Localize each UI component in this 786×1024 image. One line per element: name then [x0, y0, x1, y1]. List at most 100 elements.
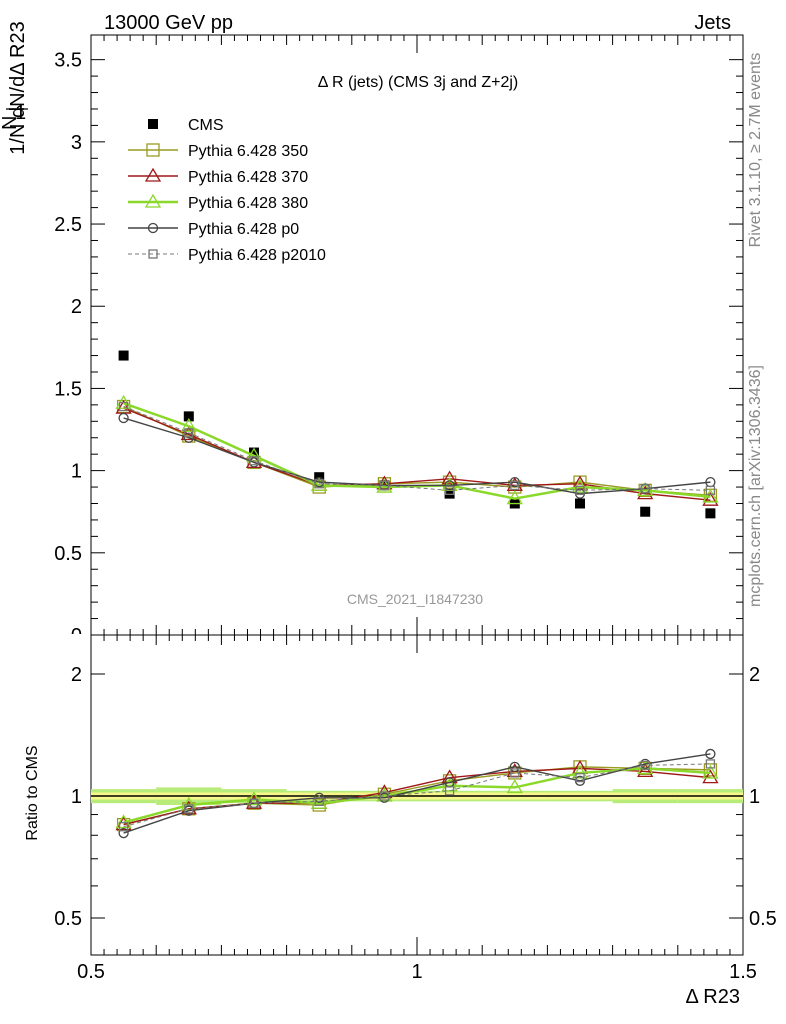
legend: CMS Pythia 6.428 350 Pythia 6.428 370 Pythi…: [128, 117, 326, 264]
legend-marker-p370: [144, 167, 162, 182]
legend-label-p0: Pythia 6.428 p0: [188, 221, 299, 238]
point-p380: [506, 490, 523, 505]
legend-label-p380: Pythia 6.428 380: [188, 195, 308, 212]
point-p2010: [444, 485, 455, 495]
ratio-panel: 0.5 0.5 1 1 2 2 Ratio to CMS: [24, 634, 777, 956]
point-cms: [118, 350, 129, 361]
main-y-tick-label: 2: [71, 296, 82, 318]
ratio-point-p0: [509, 761, 520, 773]
line-p0: [123, 417, 711, 495]
ratio-point-p2010: [705, 759, 716, 769]
main-panel: 0.5 1 1.5 2 2.5 3 3.5 0 1 N 1/N dN/dΔ R23 Δ R (…: [0, 21, 744, 647]
legend-item-p350: Pythia 6.428 350: [128, 143, 308, 160]
x-tick-label: 1.5: [729, 961, 757, 983]
ratio-point-p2010: [118, 822, 129, 832]
ratio-point-p2010: [249, 798, 259, 808]
ratio-line-p2010: [123, 763, 711, 828]
point-p0: [118, 412, 129, 424]
point-cms: [444, 488, 455, 499]
legend-item-p370: Pythia 6.428 370: [128, 167, 308, 186]
ratio-point-p2010: [379, 791, 390, 801]
x-tick-label: 0.5: [77, 961, 105, 983]
point-cms: [249, 447, 259, 458]
line-p2010: [123, 406, 711, 491]
main-y-tick-label: 3: [71, 132, 82, 154]
point-p2010: [379, 480, 390, 491]
ratio-y-axis: 0.5 0.5 1 1 2 2: [54, 664, 777, 930]
main-y-tick-label-zero: 0: [71, 625, 82, 647]
line-p380: [123, 402, 711, 500]
ratio-point-p370: [702, 769, 719, 784]
ratio-line-p380: [123, 767, 711, 824]
legend-item-p0: Pythia 6.428 p0: [128, 221, 299, 238]
main-y-tick-label: 2.5: [54, 214, 82, 236]
point-cms: [640, 506, 651, 517]
ylabel-text: 1/N dN/dΔ R23: [7, 21, 29, 154]
main-series: [115, 350, 719, 519]
legend-label-p2010: Pythia 6.428 p2010: [188, 247, 326, 264]
ratio-point-p2010: [184, 804, 194, 814]
legend-marker-p350: [146, 143, 160, 157]
point-p2010: [314, 479, 324, 489]
point-p0: [444, 480, 455, 491]
point-p2010: [640, 484, 650, 494]
legend-marker-p2010: [148, 249, 158, 259]
x-axis: 0.5 1 1.5: [77, 35, 757, 983]
ratio-y-tick-label-left: 0.5: [54, 908, 82, 930]
legend-label-cms: CMS: [188, 117, 224, 134]
ratio-point-p380: [702, 764, 719, 779]
legend-marker-p380: [144, 193, 162, 208]
main-y-tick-label: 1.5: [54, 378, 82, 400]
main-y-tick-label: 1: [71, 461, 82, 483]
series-p0: [118, 412, 716, 499]
point-p2010: [184, 428, 194, 438]
main-y-axis: 0.5 1 1.5 2 2.5 3 3.5 0: [54, 50, 743, 647]
point-p2010: [575, 485, 585, 495]
line-p350: [123, 405, 711, 496]
point-p2010: [249, 456, 259, 466]
legend-marker-cms: [148, 119, 158, 129]
point-p2010: [118, 401, 129, 412]
main-y-tick-label: 3.5: [54, 50, 82, 72]
ratio-ylabel: Ratio to CMS: [24, 745, 41, 840]
ratio-point-p350: [312, 798, 326, 812]
ratio-line-p0: [123, 753, 711, 834]
main-ylabel: 1 N 1/N dN/dΔ R23: [0, 21, 29, 154]
point-p2010: [705, 485, 716, 495]
ratio-point-p380: [115, 814, 132, 829]
ratio-point-p2010: [640, 760, 650, 771]
ratio-y-tick-label-left: 1: [71, 786, 82, 808]
legend-label-p370: Pythia 6.428 370: [188, 169, 308, 186]
point-p2010: [510, 480, 520, 491]
point-p370: [702, 491, 719, 506]
ratio-point-p350: [703, 763, 718, 777]
main-title: Δ R (jets) (CMS 3j and Z+2j): [318, 74, 519, 91]
analysis-id: CMS_2021_I1847230: [347, 591, 483, 607]
ylabel-fraction-1: 1: [15, 102, 26, 124]
point-cms: [575, 498, 585, 509]
legend-marker-p0: [147, 222, 159, 234]
legend-item-cms: CMS: [148, 117, 224, 134]
legend-label-p350: Pythia 6.428 350: [188, 143, 308, 160]
ratio-y-tick-label-right: 2: [749, 664, 760, 686]
x-tick-label: 1: [411, 961, 422, 983]
ratio-point-p0: [118, 827, 129, 839]
ratio-point-p380: [506, 779, 523, 794]
ratio-point-p0: [705, 748, 716, 760]
header-right: Jets: [694, 12, 731, 34]
legend-item-p380: Pythia 6.428 380: [128, 193, 308, 212]
series-p2010: [118, 401, 716, 495]
header-left: 13000 GeV pp: [104, 12, 233, 34]
point-p370: [441, 470, 458, 485]
rivet-info: Rivet 3.1.10, ≥ 2.7M events: [747, 53, 764, 248]
point-cms: [705, 508, 716, 519]
mcplots-info: mcplots.cern.ch [arXiv:1306.3436]: [747, 365, 764, 607]
point-p380: [180, 417, 197, 432]
ratio-point-p370: [637, 763, 654, 778]
ylabel-fraction-N: N: [0, 116, 21, 130]
main-y-tick-label: 0.5: [54, 543, 82, 565]
ratio-point-p2010: [510, 768, 520, 778]
point-cms: [183, 411, 194, 422]
x-axis-label: Δ R23: [685, 986, 740, 1008]
